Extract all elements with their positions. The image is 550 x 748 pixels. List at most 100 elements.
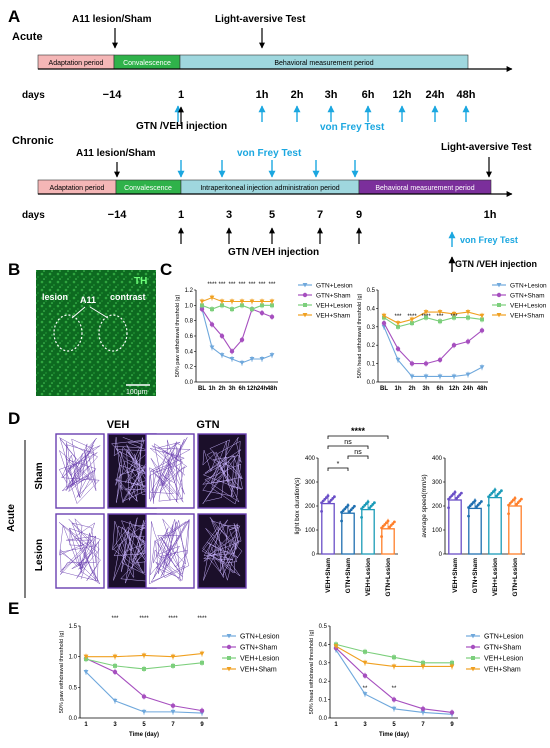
chartC1-point-3-0	[199, 299, 205, 304]
chartC2-ytick-label-2: 0.2	[367, 343, 376, 349]
chartC1-point-3-5	[249, 299, 255, 304]
chartC2-sig-3: ***	[436, 314, 444, 320]
chartC2-xtick-label-4: 6h	[436, 386, 443, 392]
chartC1-point-0-7	[269, 353, 275, 358]
acute-tick-5: 6h	[362, 89, 375, 101]
chronic-seg-adaptation-label: Adaptation period	[50, 185, 105, 192]
chartC1-point-0-2	[219, 353, 225, 358]
chartC2-point-0-2	[409, 374, 415, 379]
chartC1-ytick-label-1: 0.2	[185, 365, 194, 371]
chartC2-point-3-2	[409, 317, 415, 322]
chartD1-bar-3	[381, 528, 395, 555]
chartE1-xtick-label-4: 9	[200, 722, 204, 728]
chartC1-ytick-label-2: 0.4	[185, 349, 194, 355]
acute-title: Acute	[12, 31, 43, 43]
veh-header: VEH	[107, 419, 130, 431]
chartC2-xtick-label-6: 24h	[463, 386, 474, 392]
chart-d-bracket-label-0: ****	[351, 426, 366, 436]
chronic-vonfrey-arrows	[177, 160, 359, 178]
chartD2-dot-2-8	[495, 494, 498, 498]
chartC1-ytick-label-6: 1.2	[185, 288, 194, 294]
track-path-2	[149, 437, 192, 504]
chartC2-point-0-4	[437, 374, 443, 379]
sham-row-label: Sham	[34, 462, 45, 489]
chronic-inj-label: GTN /VEH injection	[228, 247, 319, 258]
chartD2-dot-3-8	[515, 502, 518, 506]
chronic-injection-arrows	[178, 227, 362, 244]
chartE2-legend-label-0: GTN+Lesion	[484, 634, 524, 641]
chartE1-ytick-label-0: 0.0	[69, 716, 78, 722]
chartE1-legend-marker-1	[226, 644, 232, 650]
acute-inj-label: GTN /VEH injection	[136, 121, 227, 132]
chartE1-legend-label-1: GTN+Sham	[240, 645, 277, 652]
chartE1-point-1-3	[170, 703, 176, 708]
chartE2-legend-marker-0	[470, 634, 476, 639]
chartC2-point-0-6	[465, 372, 471, 378]
chartC1-point-3-7	[269, 299, 275, 304]
chronic-tick-0: −14	[108, 209, 128, 221]
chartE1-xtick-label-2: 5	[142, 722, 146, 728]
chart-d-bracket-label-3: *	[337, 461, 340, 468]
chartC1-point-3-4	[239, 299, 245, 304]
chartC1-xtick-label-5: 12h	[247, 386, 258, 392]
chartC2-point-1-2	[409, 361, 415, 366]
scale-label: 100μm	[126, 389, 148, 396]
chartE1-point-3-4	[199, 651, 205, 656]
chartE1-point-2-2	[142, 666, 146, 671]
chartD2-ytick-label-3: 300	[432, 480, 443, 486]
legend-vft-label: von Frey Test	[460, 235, 518, 245]
chartE2-point-3-0	[333, 644, 339, 649]
chartC1-xtick-label-7: 48h	[267, 386, 278, 392]
chartE1-ylabel: 50% paw withdrawal threshold (g)	[59, 631, 65, 714]
chartC1-xtick-label-6: 24h	[257, 386, 268, 392]
chartC2-sig-4: ***	[450, 314, 458, 320]
chart-d-bracket-0	[327, 435, 389, 439]
acute-vonfrey-arrows	[174, 105, 470, 122]
chartE2-point-3-4	[449, 664, 455, 669]
chartC2-xtick-label-2: 2h	[408, 386, 415, 392]
chartD2-xtick-label-0: VEH+Sham	[452, 558, 459, 593]
chartC2-point-2-3	[424, 315, 428, 320]
chartC2-ylabel: 50% head withdrawal threshold (g)	[357, 293, 363, 378]
chart-d-speed: 0 100 200 300 400 average speed(mm/s) VEH+Sham…	[421, 456, 525, 596]
th-label: TH	[134, 276, 147, 287]
chartC1-point-3-2	[219, 299, 225, 304]
chartE1-xtick-label-0: 1	[84, 722, 88, 728]
chartE2-xtick-label-3: 7	[421, 722, 425, 728]
chartC1-ytick-label-4: 0.8	[185, 319, 194, 325]
chronic-a11-label: A11 lesion/Sham	[76, 148, 156, 159]
a11-label: A11	[80, 295, 96, 305]
chronic-days: days	[22, 210, 45, 221]
chartC2-point-3-6	[465, 310, 471, 315]
chartE2-point-3-1	[362, 660, 368, 666]
chartC1-point-2-0	[200, 303, 204, 308]
acute-tick-0: −14	[103, 89, 123, 101]
chartC1-point-0-4	[239, 360, 245, 366]
chartD1-dot-1-9	[340, 510, 343, 514]
chartD2-ytick-label-1: 100	[432, 528, 443, 534]
chronic-tick-4: 7	[317, 209, 323, 221]
chartE2-ytick-label-5: 0.5	[319, 624, 328, 630]
chartE2-point-1-2	[391, 697, 397, 702]
chartE1-sig-3: ****	[197, 616, 207, 622]
track-path-6	[149, 518, 190, 585]
chartC1-xtick-label-0: BL	[198, 386, 206, 392]
chartE2-ytick-label-4: 0.4	[319, 642, 328, 648]
chartC2-legend-marker-3	[496, 313, 502, 318]
chartC2-point-2-5	[452, 315, 456, 320]
chartE1-ytick-label-3: 1.5	[69, 624, 78, 630]
chartC2-series-0	[383, 326, 483, 378]
chartC1-point-1-3	[229, 349, 235, 354]
chartC1-legend-label-0: GTN+Lesion	[316, 283, 353, 290]
acute-tick-labels: −14 1 1h 2h 3h 6h 12h 24h 48h	[103, 89, 476, 101]
chartE2-legend-marker-1	[470, 644, 476, 650]
chartE1-point-0-3	[170, 709, 176, 715]
acute-tick-7: 24h	[426, 89, 445, 101]
chartC2-xtick-label-3: 3h	[422, 386, 429, 392]
chartE1-xtick-label-3: 7	[171, 722, 175, 728]
chartC1-legend-label-1: GTN+Sham	[316, 293, 351, 300]
acute-lat-label: Light-aversive Test	[215, 14, 306, 25]
chartD1-dot-2-8	[368, 506, 371, 510]
chartE1-legend-label-0: GTN+Lesion	[240, 634, 280, 641]
